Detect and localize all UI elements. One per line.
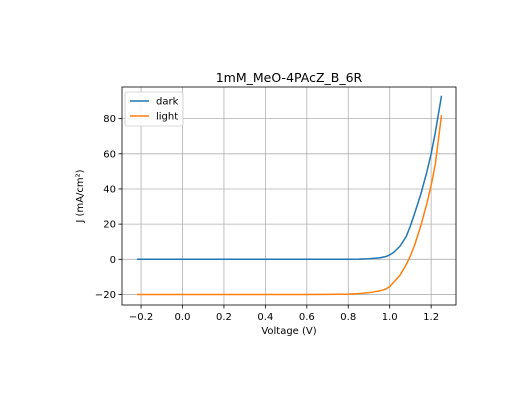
x-tick-label: −0.2 [129, 312, 153, 323]
y-tick-label: 60 [103, 149, 116, 160]
grid-layer [122, 87, 456, 305]
y-tick-label: 40 [103, 184, 116, 195]
y-tick-label: −20 [95, 290, 116, 301]
x-tick-label: 0.8 [340, 312, 356, 323]
plot-frame [121, 86, 457, 306]
chart-title: 1mM_MeO-4PAcZ_B_6R [216, 70, 363, 85]
y-axis-label: J (mA/cm²) [75, 169, 86, 223]
x-tick-label: 0.6 [299, 312, 315, 323]
x-tick-label: 1.2 [423, 312, 439, 323]
series-line-light [136, 115, 443, 296]
legend-label-dark: dark [156, 97, 179, 108]
x-axis-ticks: −0.2 0.0 0.2 0.4 0.6 0.8 1.0 1.2 [129, 305, 439, 323]
x-tick-label: 0.0 [175, 312, 191, 323]
legend-label-light: light [156, 112, 178, 123]
y-tick-label: 20 [103, 220, 116, 231]
x-tick-label: 0.4 [257, 312, 273, 323]
y-tick-label: 80 [103, 114, 116, 125]
x-axis-label: Voltage (V) [261, 326, 316, 337]
series-line-dark [136, 95, 443, 261]
x-tick-label: 1.0 [382, 312, 398, 323]
x-tick-label: 0.2 [216, 312, 232, 323]
y-tick-label: 0 [110, 255, 116, 266]
series-layer [136, 95, 443, 296]
y-axis-ticks: −20 0 20 40 60 80 [95, 114, 122, 301]
legend: dark light [124, 91, 184, 127]
